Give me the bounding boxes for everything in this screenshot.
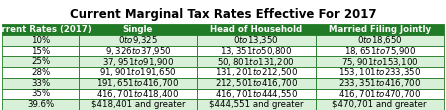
Bar <box>2 67 79 78</box>
Bar <box>197 24 316 35</box>
Bar <box>2 46 79 56</box>
Text: $444,551 and greater: $444,551 and greater <box>209 100 303 109</box>
Text: $416,701 to $444,550: $416,701 to $444,550 <box>215 88 297 100</box>
Bar <box>197 46 316 56</box>
Bar <box>197 56 316 67</box>
Text: $470,701 and greater: $470,701 and greater <box>333 100 427 109</box>
Text: $416,701 to $470,700: $416,701 to $470,700 <box>338 88 421 100</box>
Bar <box>316 67 444 78</box>
Bar <box>316 24 444 35</box>
Bar <box>316 99 444 110</box>
Bar <box>79 46 197 56</box>
Bar <box>197 35 316 46</box>
Text: $18,651 to $75,900: $18,651 to $75,900 <box>344 45 416 57</box>
Text: $153,101 to $233,350: $153,101 to $233,350 <box>338 66 421 78</box>
Bar <box>2 35 79 46</box>
Bar <box>79 35 197 46</box>
Text: Current Rates (2017): Current Rates (2017) <box>0 25 92 34</box>
Bar <box>79 67 197 78</box>
Text: $0 to $9,325: $0 to $9,325 <box>118 34 158 46</box>
Bar <box>79 56 197 67</box>
Bar <box>316 89 444 99</box>
Text: Current Marginal Tax Rates Effective For 2017: Current Marginal Tax Rates Effective For… <box>70 8 376 21</box>
Text: Married Filing Jointly: Married Filing Jointly <box>329 25 431 34</box>
Text: $418,401 and greater: $418,401 and greater <box>91 100 185 109</box>
Bar <box>316 35 444 46</box>
Text: 39.6%: 39.6% <box>27 100 54 109</box>
Text: $0 to $18,650: $0 to $18,650 <box>357 34 403 46</box>
Bar <box>79 24 197 35</box>
Bar <box>79 78 197 89</box>
Text: 28%: 28% <box>31 68 50 77</box>
Text: $0 to $13,350: $0 to $13,350 <box>233 34 279 46</box>
Text: $416,701 to $418,400: $416,701 to $418,400 <box>96 88 180 100</box>
Bar <box>79 99 197 110</box>
Text: $75,901 to $153,100: $75,901 to $153,100 <box>341 56 418 68</box>
Bar <box>2 99 79 110</box>
Text: $233,351 to $416,700: $233,351 to $416,700 <box>338 77 421 89</box>
Text: 35%: 35% <box>31 89 50 98</box>
Text: 25%: 25% <box>31 57 50 66</box>
Bar <box>316 46 444 56</box>
Bar <box>316 78 444 89</box>
Text: $191,651 to $416,700: $191,651 to $416,700 <box>96 77 180 89</box>
Text: $13,351 to $50,800: $13,351 to $50,800 <box>220 45 292 57</box>
Bar <box>197 89 316 99</box>
Bar <box>79 89 197 99</box>
Text: Head of Household: Head of Household <box>210 25 302 34</box>
Text: $9,326 to $37,950: $9,326 to $37,950 <box>105 45 171 57</box>
Text: $50,801 to $131,200: $50,801 to $131,200 <box>217 56 295 68</box>
Text: 33%: 33% <box>31 79 50 88</box>
Text: $131,201 to $212,500: $131,201 to $212,500 <box>215 66 297 78</box>
Bar <box>197 99 316 110</box>
Bar <box>2 89 79 99</box>
Bar <box>2 24 79 35</box>
Text: Single: Single <box>123 25 153 34</box>
Text: 15%: 15% <box>31 47 50 56</box>
Text: $91,901 to $191,650: $91,901 to $191,650 <box>99 66 177 78</box>
Text: $37,951 to $91,900: $37,951 to $91,900 <box>102 56 174 68</box>
Bar <box>2 56 79 67</box>
Text: 10%: 10% <box>31 36 50 45</box>
Bar <box>197 78 316 89</box>
Bar <box>316 56 444 67</box>
Bar <box>197 67 316 78</box>
Text: $212,501 to $416,700: $212,501 to $416,700 <box>215 77 297 89</box>
Bar <box>2 78 79 89</box>
